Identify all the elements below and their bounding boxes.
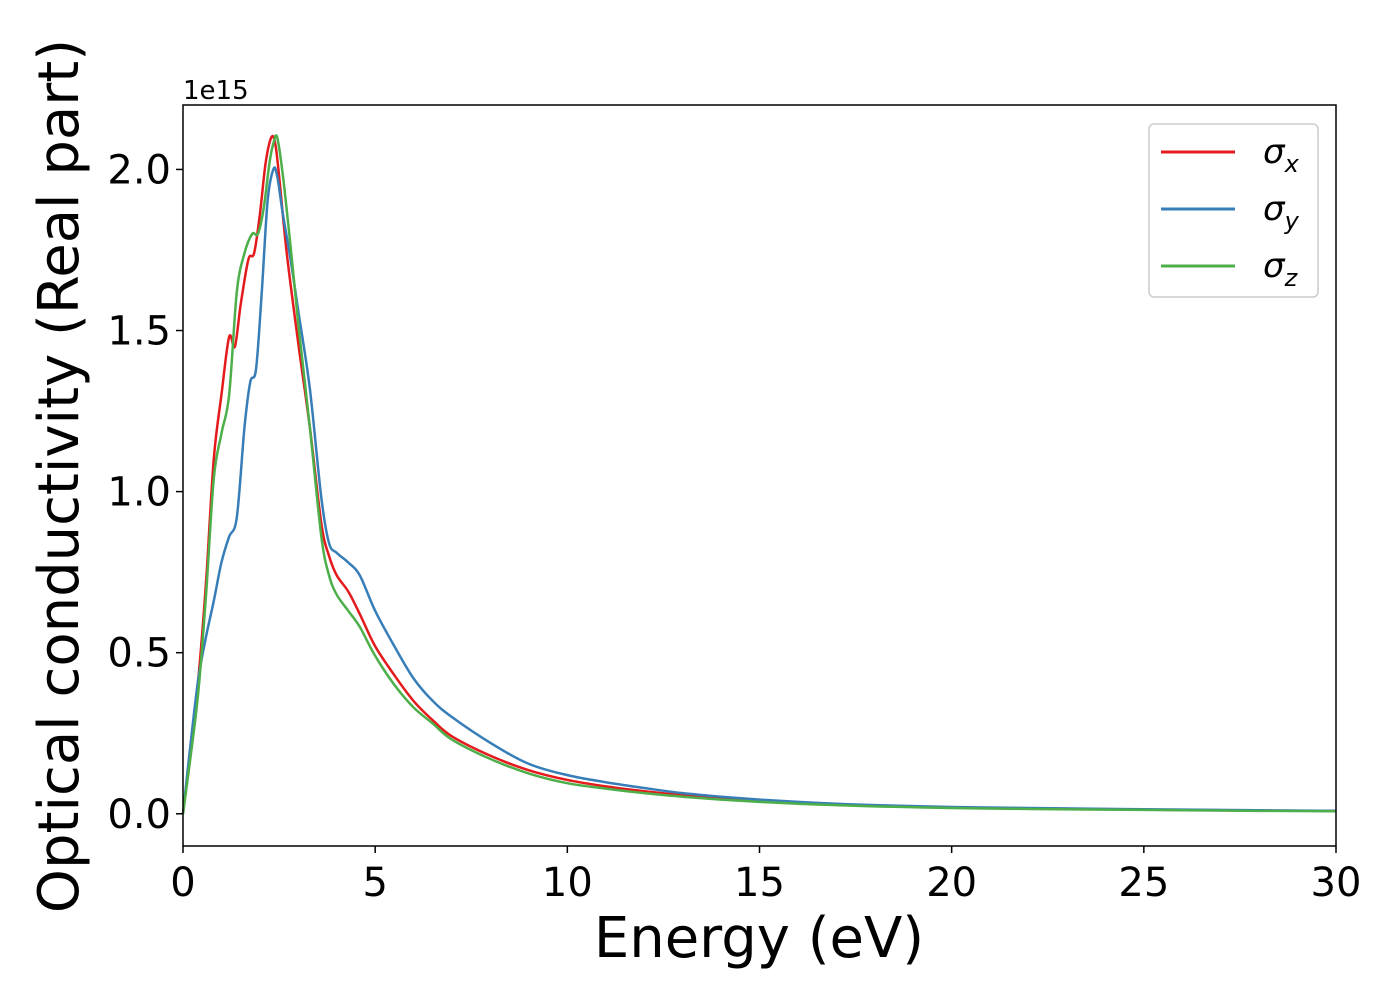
y-tick-label: 1.5 — [107, 309, 171, 355]
x-tick-label: 20 — [926, 860, 977, 906]
legend-label-y: σy — [1263, 189, 1300, 235]
x-axis-ticks: 0 5 10 15 20 25 30 — [170, 846, 1361, 906]
x-tick-label: 30 — [1311, 860, 1362, 906]
legend-label-z: σz — [1263, 246, 1299, 292]
y-axis-ticks: 0.0 0.5 1.0 1.5 2.0 — [107, 147, 183, 838]
x-tick-label: 10 — [542, 860, 593, 906]
plot-lines — [181, 134, 1337, 814]
x-tick-label: 5 — [362, 860, 387, 906]
x-axis-title: Energy (eV) — [594, 906, 924, 971]
x-tick-label: 15 — [734, 860, 785, 906]
series-line-y — [181, 166, 1337, 814]
series-line-z — [181, 134, 1337, 814]
y-tick-label: 0.0 — [107, 792, 171, 838]
legend: σx σy σz — [1148, 123, 1319, 298]
x-tick-label: 0 — [170, 860, 195, 906]
y-tick-label: 1.0 — [107, 470, 171, 516]
x-tick-label: 25 — [1118, 860, 1169, 906]
y-axis-title: Optical conductivity (Real part) — [27, 39, 92, 913]
y-tick-label: 2.0 — [107, 147, 171, 193]
y-tick-label: 0.5 — [107, 631, 171, 677]
legend-label-x: σx — [1263, 132, 1300, 178]
y-offset-text: 1e15 — [183, 76, 249, 106]
